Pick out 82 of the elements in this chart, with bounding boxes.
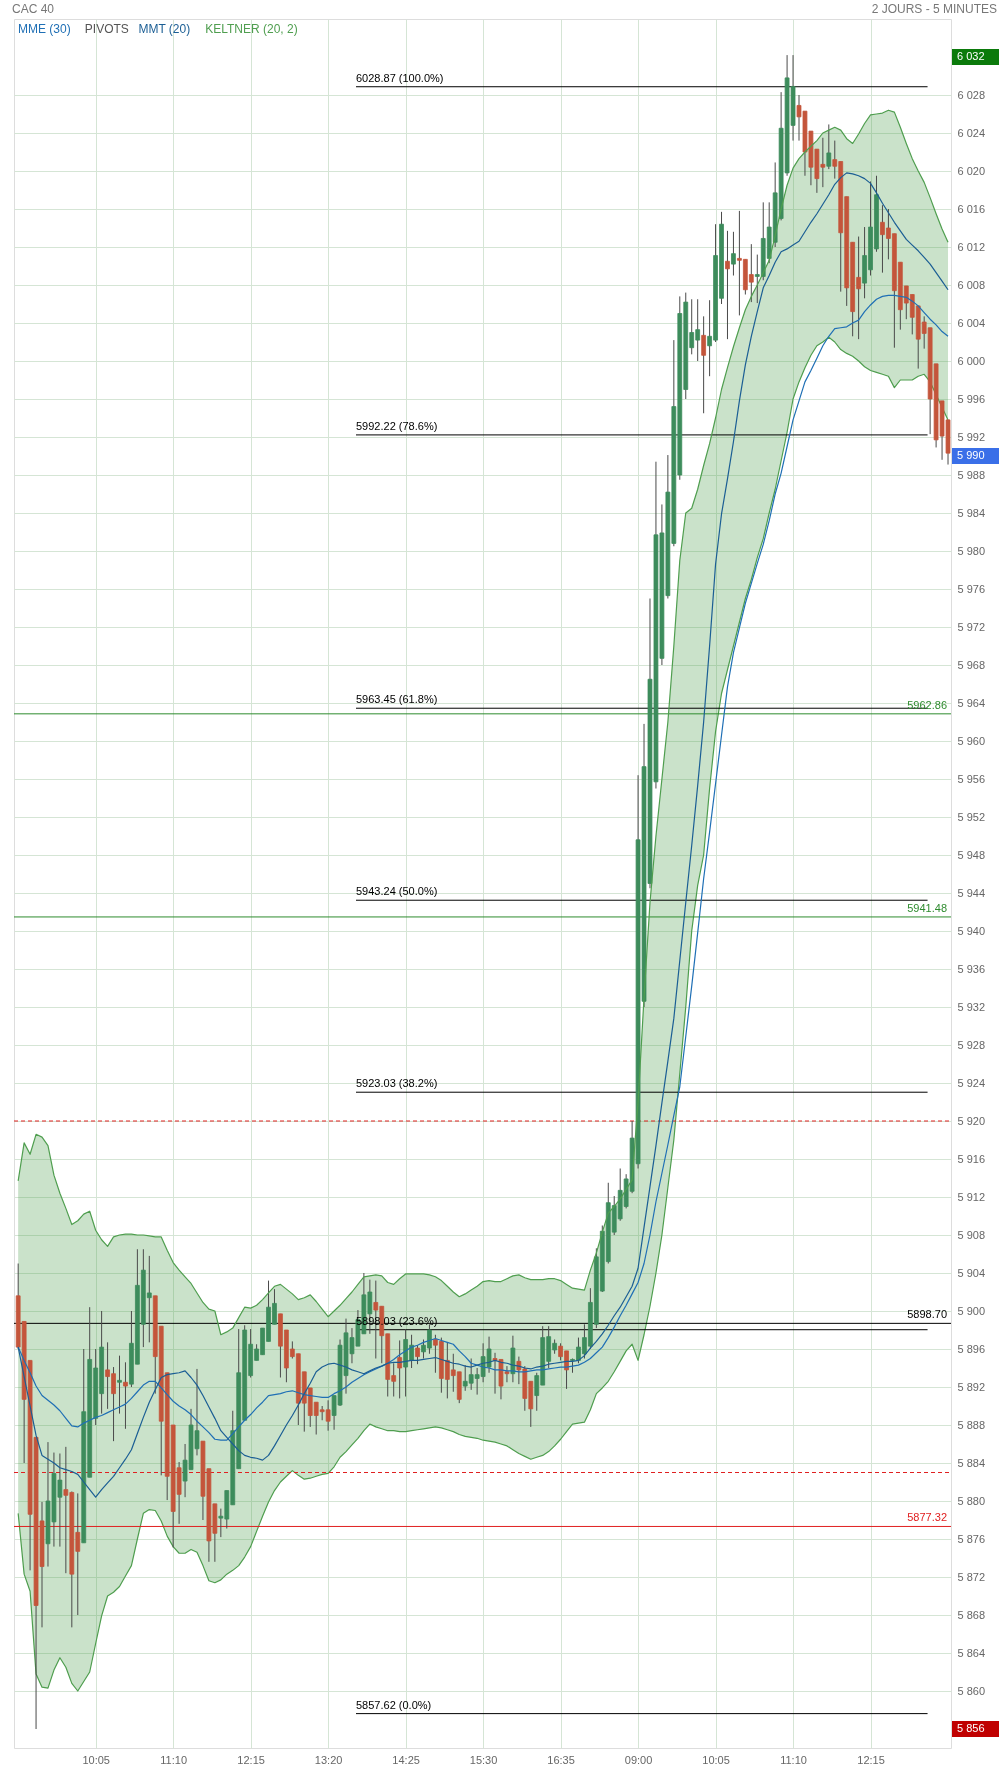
y-tick-label: 5 992 bbox=[957, 430, 986, 443]
text: MMT (20) bbox=[138, 22, 191, 36]
y-tick-label: 5 900 bbox=[957, 1304, 986, 1317]
x-tick-label: 12:15 bbox=[857, 1753, 885, 1766]
text: KELTNER (20, 2) bbox=[205, 22, 298, 36]
ref-line-label: 5963.45 (61.8%) bbox=[356, 693, 438, 706]
ref-line-label: 5941.48 bbox=[907, 901, 947, 914]
candlestick bbox=[826, 123, 832, 170]
y-tick-label: 5 936 bbox=[957, 962, 986, 975]
y-tick-label: 5 864 bbox=[957, 1646, 986, 1659]
y-tick-label: 5 980 bbox=[957, 544, 986, 557]
y-tick-label: 5 948 bbox=[957, 848, 986, 861]
y-tick-label: 5 988 bbox=[957, 468, 986, 481]
x-tick-label: 15:30 bbox=[469, 1753, 498, 1766]
y-tick-label: 5 976 bbox=[957, 582, 986, 595]
x-tick-label: 16:35 bbox=[547, 1753, 575, 1766]
candlestick bbox=[123, 1361, 128, 1430]
x-tick-label: 10:05 bbox=[702, 1753, 730, 1766]
y-tick-label: 5 920 bbox=[957, 1114, 986, 1127]
y-tick-label: 6 008 bbox=[957, 278, 986, 291]
annotation: PIVOTS bbox=[84, 22, 129, 36]
y-tick-label: 5 972 bbox=[957, 620, 986, 633]
y-tick-label: 5 916 bbox=[957, 1152, 986, 1165]
text: MME (30) bbox=[18, 22, 71, 36]
ref-line-label: 5962.86 bbox=[907, 698, 947, 711]
chart-subtitle: 2 JOURS - 5 MINUTES bbox=[871, 2, 997, 16]
y-tick-label: 5 956 bbox=[957, 772, 986, 785]
y-tick-label: 5 868 bbox=[957, 1608, 986, 1621]
y-tick-label: 5 896 bbox=[957, 1342, 986, 1355]
candlestick bbox=[397, 1339, 403, 1399]
ref-line-label: 5943.24 (50.0%) bbox=[356, 885, 438, 898]
ref-line-label: 5857.62 (0.0%) bbox=[356, 1698, 432, 1711]
x-tick-label: 13:20 bbox=[314, 1753, 343, 1766]
y-tick-label: 5 968 bbox=[957, 658, 986, 671]
ref-line-label: 5898.70 bbox=[907, 1308, 947, 1321]
y-tick-label: 6 032 bbox=[957, 50, 985, 62]
x-tick-label: 12:15 bbox=[237, 1753, 265, 1766]
y-tick-label: 5 960 bbox=[957, 734, 986, 747]
ref-line-label: 6028.87 (100.0%) bbox=[356, 71, 444, 84]
y-tick-label: 5 872 bbox=[957, 1570, 986, 1583]
line-series bbox=[17, 109, 949, 1336]
y-tick-label: 5 860 bbox=[957, 1684, 986, 1697]
y-tick-label: 5 928 bbox=[957, 1038, 986, 1051]
candlestick bbox=[415, 1344, 420, 1365]
y-tick-label: 5 876 bbox=[957, 1532, 986, 1545]
chart-title: CAC 40 bbox=[12, 2, 55, 16]
y-tick-label: 5 996 bbox=[957, 392, 986, 405]
y-tick-label: 5 944 bbox=[957, 886, 986, 899]
x-tick-label: 10:05 bbox=[82, 1753, 110, 1766]
y-tick-label: 5 856 bbox=[957, 1722, 985, 1734]
y-tick-label: 6 016 bbox=[957, 202, 986, 215]
y-tick-label: 5 908 bbox=[957, 1228, 986, 1241]
y-tick-label: 5 880 bbox=[957, 1494, 986, 1507]
y-tick-label: 6 004 bbox=[957, 316, 986, 329]
y-tick-label: 6 024 bbox=[957, 126, 986, 139]
candlestick bbox=[701, 315, 706, 414]
y-tick-label: 5 912 bbox=[957, 1190, 986, 1203]
ref-line-label: 5877.32 bbox=[907, 1511, 947, 1524]
y-tick-label: 5 932 bbox=[957, 1000, 986, 1013]
y-tick-label: 6 012 bbox=[957, 240, 986, 253]
y-tick-label: 6 000 bbox=[957, 354, 986, 367]
candlestick bbox=[117, 1355, 122, 1415]
y-tick-label: 5 964 bbox=[957, 696, 986, 709]
y-tick-label: 5 892 bbox=[957, 1380, 986, 1393]
y-tick-label: 5 904 bbox=[957, 1266, 986, 1279]
y-tick-label: 5 952 bbox=[957, 810, 986, 823]
x-tick-label: 11:10 bbox=[780, 1753, 807, 1766]
ref-line-label: 5923.03 (38.2%) bbox=[356, 1077, 438, 1090]
y-tick-label: 5 940 bbox=[957, 924, 986, 937]
y-tick-label: 5 990 bbox=[957, 449, 985, 461]
y-tick-label: 5 924 bbox=[957, 1076, 986, 1089]
y-tick-label: 5 884 bbox=[957, 1456, 986, 1469]
x-tick-label: 09:00 bbox=[624, 1753, 653, 1766]
x-tick-label: 14:25 bbox=[392, 1753, 420, 1766]
y-tick-label: 5 984 bbox=[957, 506, 986, 519]
y-tick-label: 6 020 bbox=[957, 164, 986, 177]
candlestick bbox=[725, 230, 730, 340]
y-tick-label: 6 028 bbox=[957, 88, 986, 101]
y-tick-label: 5 888 bbox=[957, 1418, 986, 1431]
candlestick bbox=[731, 231, 736, 276]
ref-line-label: 5992.22 (78.6%) bbox=[356, 419, 438, 432]
x-tick-label: 11:10 bbox=[160, 1753, 188, 1766]
